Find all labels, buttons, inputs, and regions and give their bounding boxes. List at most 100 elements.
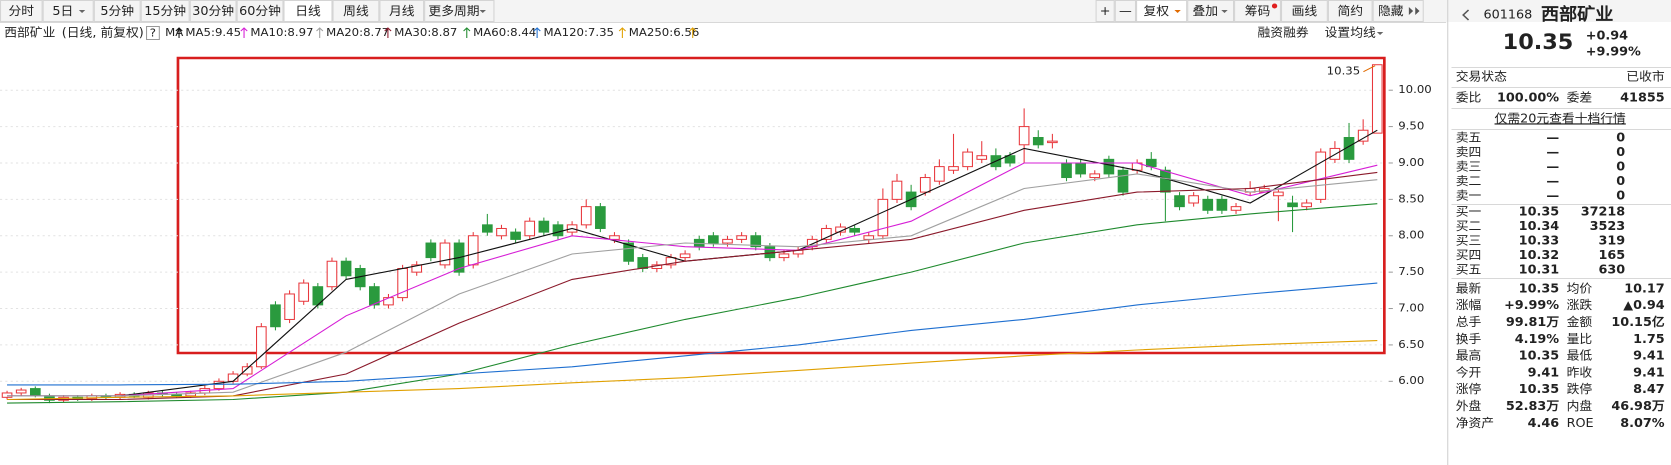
candle-body <box>976 155 988 160</box>
period-label[interactable]: 30分钟 <box>192 3 234 18</box>
ask-price: — <box>1546 130 1559 145</box>
ma-legend: MA30:8.87 <box>394 25 457 39</box>
period-button[interactable] <box>424 0 495 22</box>
level2-link[interactable]: 仅需20元查看十档行情 <box>1495 111 1626 126</box>
period-label[interactable]: 5分钟 <box>100 3 134 18</box>
candle-body <box>623 242 634 262</box>
tool-label[interactable]: 画线 <box>1292 3 1318 18</box>
tool-label[interactable]: 简约 <box>1337 3 1363 18</box>
period-button[interactable] <box>379 0 425 22</box>
candle-body <box>467 235 479 266</box>
tool-label[interactable]: 筹码 <box>1245 3 1271 18</box>
tool-button[interactable] <box>1187 0 1235 22</box>
candle-body <box>15 389 27 394</box>
tool-button[interactable] <box>1114 0 1137 22</box>
period-label[interactable]: 60分钟 <box>239 3 281 18</box>
tool-button[interactable] <box>1372 0 1424 22</box>
candle-body <box>524 220 536 237</box>
candle-body <box>849 227 860 233</box>
chart-mode: (日线, 前复权) <box>62 25 144 40</box>
stat-label: 均价 <box>1567 281 1593 296</box>
stat-label: 最新 <box>1456 281 1482 296</box>
candle-body <box>1188 195 1199 204</box>
ma-line <box>7 129 1378 397</box>
bid-price: 10.33 <box>1519 233 1559 248</box>
ma-legend: MA120:7.35 <box>544 25 615 39</box>
tool-button[interactable] <box>1095 0 1115 22</box>
period-button[interactable] <box>283 0 333 22</box>
stat-label: 换手 <box>1456 331 1482 346</box>
help-icon[interactable]: ? <box>150 26 156 40</box>
candle-body <box>1047 140 1058 144</box>
period-label[interactable]: 分时 <box>9 3 35 18</box>
stat-value: 10.35 <box>1519 281 1559 296</box>
diff-label: 委差 <box>1567 90 1593 105</box>
tool-label[interactable]: 复权 <box>1144 3 1170 18</box>
candle-body <box>213 380 225 390</box>
period-label[interactable]: 5日 <box>52 3 73 18</box>
period-button[interactable] <box>93 0 141 22</box>
stat-label: 金额 <box>1567 314 1593 329</box>
period-button[interactable] <box>236 0 284 22</box>
ask-label: 卖四 <box>1456 144 1482 159</box>
period-button[interactable] <box>140 0 190 22</box>
change-pct: +9.99% <box>1586 44 1642 59</box>
dropdown-arrow <box>1376 32 1384 35</box>
candle-body <box>510 231 521 240</box>
legend-link[interactable]: 融资融券 <box>1258 25 1310 40</box>
ma-line <box>7 203 1378 404</box>
tool-button[interactable] <box>1136 0 1188 22</box>
stat-value: 4.46 <box>1528 415 1560 430</box>
period-label[interactable]: 月线 <box>389 3 415 18</box>
stat-label: 总手 <box>1456 314 1482 329</box>
stat-label: 昨收 <box>1567 365 1593 380</box>
candle-body <box>1287 202 1298 208</box>
tool-label[interactable]: 叠加 <box>1193 3 1219 18</box>
y-tick-label: 6.50 <box>1398 337 1424 351</box>
stat-label: 外盘 <box>1456 398 1482 413</box>
period-label[interactable]: 15分钟 <box>144 3 186 18</box>
tool-button[interactable] <box>1327 0 1373 22</box>
ratio-value: 100.00% <box>1497 90 1560 105</box>
tool-label[interactable]: 隐藏 <box>1378 3 1404 18</box>
period-label[interactable]: 周线 <box>343 3 369 18</box>
candle-body <box>538 220 550 233</box>
candle-body <box>595 206 606 229</box>
stat-value: 8.07% <box>1620 415 1665 430</box>
candle-body <box>609 235 620 240</box>
candle-body <box>580 206 592 226</box>
candle-body <box>778 253 790 259</box>
period-label[interactable]: 更多周期 <box>428 3 479 18</box>
period-button[interactable] <box>0 0 43 22</box>
candle-body <box>891 180 903 200</box>
period-button[interactable] <box>332 0 380 22</box>
candle-body <box>722 238 733 244</box>
stock-name: 西部矿业 <box>1541 4 1613 24</box>
period-label[interactable]: 日线 <box>295 3 321 18</box>
tool-button[interactable] <box>1234 0 1281 22</box>
candle-body <box>708 235 719 244</box>
tool-label[interactable]: — <box>1119 3 1132 18</box>
ma-legend: MA5:9.45 <box>185 25 241 39</box>
ma-line <box>7 171 1378 401</box>
candle-body <box>1315 151 1327 200</box>
ask-volume: 0 <box>1616 173 1625 188</box>
ask-price: — <box>1546 173 1559 188</box>
candle-body <box>1357 129 1369 142</box>
tool-button[interactable] <box>1280 0 1328 22</box>
stat-value: 8.47 <box>1633 382 1665 397</box>
period-button[interactable] <box>189 0 237 22</box>
help-box[interactable] <box>146 26 160 40</box>
stat-value: 10.15亿 <box>1611 314 1664 329</box>
tool-label[interactable]: + <box>1100 3 1111 18</box>
back-arrow[interactable] <box>1462 9 1470 21</box>
period-button[interactable] <box>42 0 94 22</box>
candle-body <box>284 293 295 320</box>
stat-value: 9.41 <box>1633 348 1665 363</box>
legend-link[interactable]: 设置均线 <box>1325 25 1376 40</box>
stat-value: ▲0.94 <box>1623 298 1665 313</box>
candle-body <box>1075 162 1086 175</box>
last-price: 10.35 <box>1503 30 1574 54</box>
ma-arrow <box>384 27 392 38</box>
